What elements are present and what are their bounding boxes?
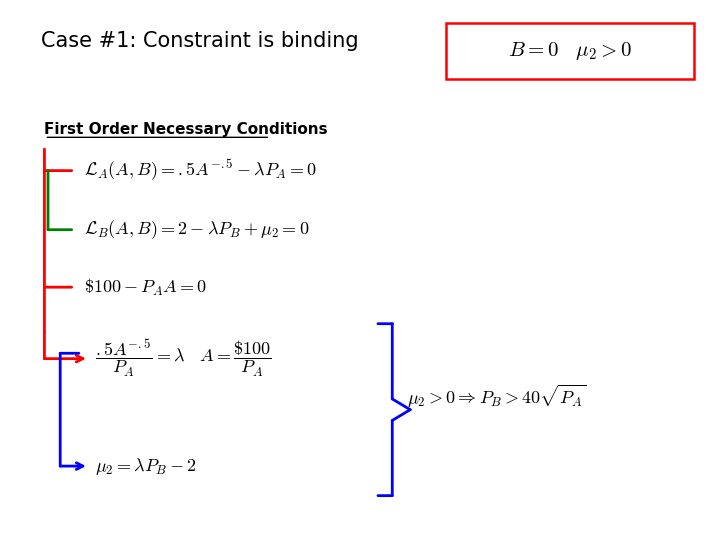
Text: $\mu_2>0\Rightarrow P_B>40\sqrt{P_A}$: $\mu_2>0\Rightarrow P_B>40\sqrt{P_A}$ <box>407 383 586 410</box>
Text: $\mathcal{L}_A(A,B)=.5A^{-.5}-\lambda P_A=0$: $\mathcal{L}_A(A,B)=.5A^{-.5}-\lambda P_… <box>84 158 317 183</box>
Text: Case #1: Constraint is binding: Case #1: Constraint is binding <box>41 31 359 51</box>
Text: $B=0\quad \mu_2>0$: $B=0\quad \mu_2>0$ <box>508 40 632 62</box>
Bar <box>446 23 693 79</box>
Text: First Order Necessary Conditions: First Order Necessary Conditions <box>45 122 328 137</box>
Text: $\$100-P_A A=0$: $\$100-P_A A=0$ <box>84 276 207 298</box>
Text: $\dfrac{.5A^{-.5}}{P_A}=\lambda \quad A=\dfrac{\$100}{P_A}$: $\dfrac{.5A^{-.5}}{P_A}=\lambda \quad A=… <box>94 338 271 379</box>
Text: $\mu_2=\lambda P_B-2$: $\mu_2=\lambda P_B-2$ <box>94 456 197 477</box>
Text: $\mathcal{L}_B(A,B)=2-\lambda P_B+\mu_2=0$: $\mathcal{L}_B(A,B)=2-\lambda P_B+\mu_2=… <box>84 218 310 241</box>
